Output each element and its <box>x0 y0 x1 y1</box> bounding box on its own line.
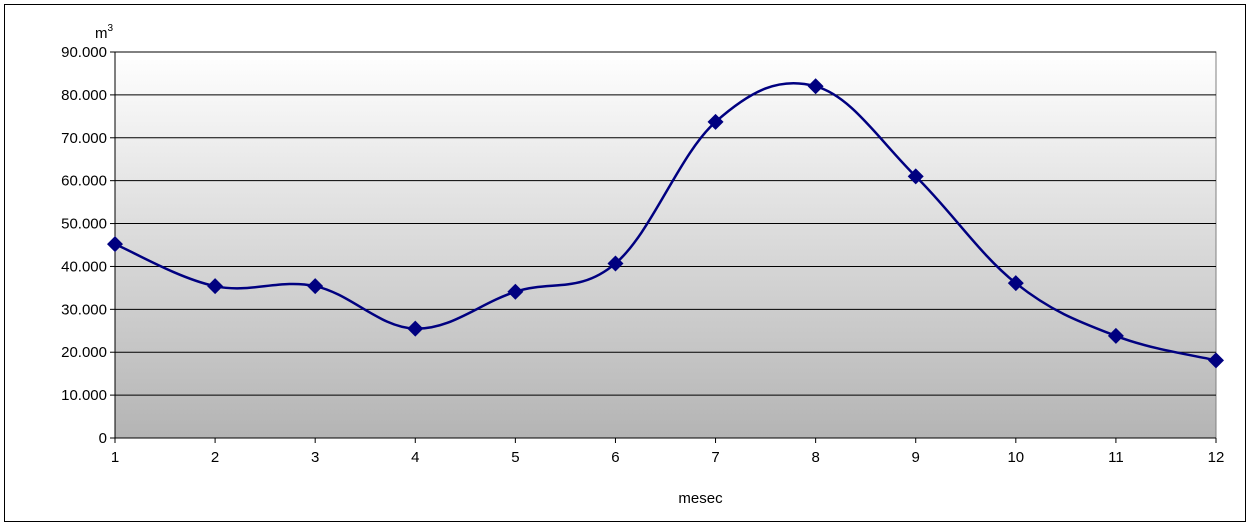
x-tick-label: 9 <box>912 449 920 466</box>
x-tick-label: 2 <box>211 449 219 466</box>
y-tick-label: 80.000 <box>61 87 107 104</box>
y-tick-label: 60.000 <box>61 173 107 190</box>
x-tick-labels: 1 2 3 4 5 6 7 8 9 10 11 12 <box>111 449 1225 466</box>
x-tick-label: 8 <box>811 449 819 466</box>
data-point-marker <box>407 320 424 337</box>
data-point-marker <box>107 236 123 253</box>
grid-lines <box>110 51 1216 439</box>
data-point-marker <box>607 255 624 272</box>
data-point-marker <box>507 283 524 300</box>
data-point-marker <box>707 113 724 130</box>
x-tick-label: 11 <box>1108 449 1124 466</box>
x-axis-title: mesec <box>678 490 723 507</box>
data-point-marker <box>307 278 324 295</box>
y-tick-label: 10.000 <box>61 387 107 404</box>
y-tick-label: 20.000 <box>61 344 107 361</box>
data-point-marker <box>1208 352 1224 369</box>
x-tick-label: 3 <box>311 449 319 466</box>
y-tick-label: 70.000 <box>61 130 107 147</box>
y-axis-title: m3 <box>95 23 114 42</box>
x-tick-label: 4 <box>411 449 419 466</box>
y-tick-label: 30.000 <box>61 301 107 318</box>
y-tick-labels: 0 10.000 20.000 30.000 40.000 50.000 60.000 70.… <box>61 44 107 447</box>
data-point-marker <box>1107 327 1124 344</box>
y-tick-label: 0 <box>99 430 107 447</box>
x-tick-label: 12 <box>1208 449 1225 466</box>
x-tick-label: 5 <box>511 449 519 466</box>
data-markers <box>107 78 1224 369</box>
y-tick-label: 90.000 <box>61 44 107 61</box>
y-tick-label: 40.000 <box>61 258 107 275</box>
x-tick-label: 7 <box>711 449 719 466</box>
data-point-marker <box>807 78 824 95</box>
x-tick-label: 10 <box>1007 449 1024 466</box>
x-tick-label: 6 <box>611 449 619 466</box>
plot-area <box>114 51 1217 439</box>
data-point-marker <box>207 278 224 295</box>
data-point-marker <box>1007 275 1024 292</box>
y-tick-label: 50.000 <box>61 216 107 233</box>
data-point-marker <box>907 168 924 185</box>
x-tick-label: 1 <box>111 449 119 466</box>
